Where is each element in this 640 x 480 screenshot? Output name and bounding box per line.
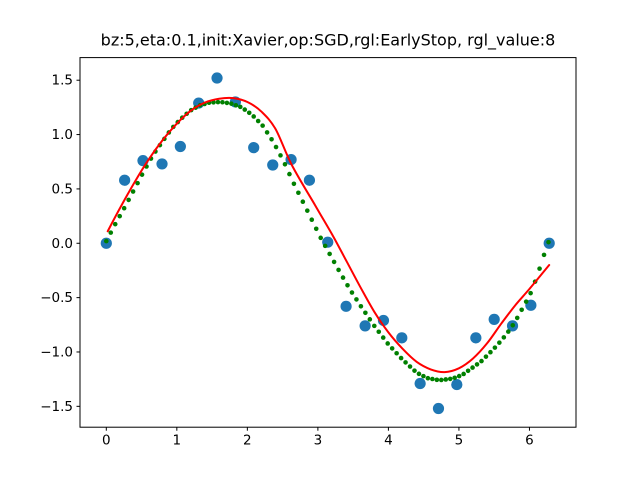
model-prediction-dotted xyxy=(104,99,551,383)
x-tick-label: 1 xyxy=(173,433,182,449)
x-tick-label: 6 xyxy=(525,433,534,449)
y-tick-label: −1.5 xyxy=(40,399,73,415)
x-axis-ticks: 0 1 2 3 4 5 6 xyxy=(102,427,534,449)
plot-series xyxy=(100,72,555,415)
y-tick-label: 1.0 xyxy=(52,127,73,143)
y-tick-label: 0.5 xyxy=(52,181,73,197)
fitted-curve-line xyxy=(106,96,551,374)
y-axis-ticks: −1.5 −1.0 −0.5 0.0 0.5 1.0 1.5 xyxy=(40,73,80,415)
chart-title: bz:5,eta:0.1,init:Xavier,op:SGD,rgl:Earl… xyxy=(101,31,556,51)
y-tick-label: −1.0 xyxy=(40,344,73,360)
y-tick-label: 1.5 xyxy=(52,73,73,89)
axes-box xyxy=(79,57,577,428)
y-tick-label: −0.5 xyxy=(40,290,73,306)
x-tick-label: 3 xyxy=(314,433,323,449)
x-tick-label: 5 xyxy=(455,433,464,449)
x-tick-label: 4 xyxy=(384,433,393,449)
x-tick-label: 2 xyxy=(243,433,252,449)
x-tick-label: 0 xyxy=(102,433,111,449)
y-tick-label: 0.0 xyxy=(52,236,73,252)
